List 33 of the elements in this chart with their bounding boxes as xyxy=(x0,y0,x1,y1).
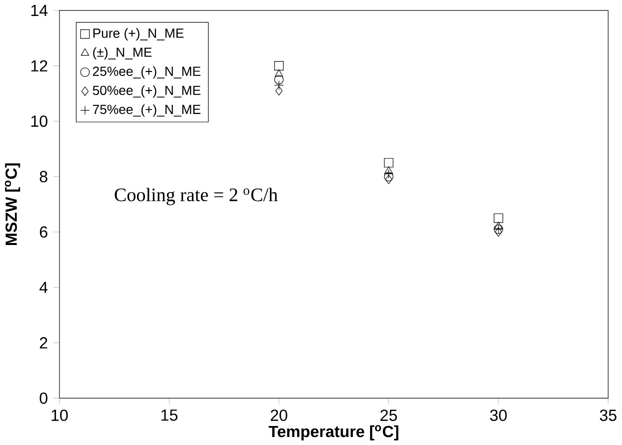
x-axis-title: Temperature [$^{o}$C] xyxy=(268,425,398,440)
point xyxy=(494,227,502,237)
x-tick-label: 20 xyxy=(270,409,288,421)
point xyxy=(494,222,503,229)
point xyxy=(384,172,394,182)
y-tick-label: 12 xyxy=(31,60,48,72)
point xyxy=(274,74,284,84)
legend-label: 50%ee_(+)_N_ME xyxy=(92,85,200,98)
x-tick-label: 25 xyxy=(380,409,397,421)
y-tick-label: 2 xyxy=(40,337,48,348)
y-tick-label: 4 xyxy=(39,282,48,293)
y-tick-label: 0 xyxy=(40,392,48,404)
y-tick-label: 14 xyxy=(31,4,48,16)
point xyxy=(384,158,394,168)
x-tick-label: 10 xyxy=(52,409,68,421)
point xyxy=(274,69,284,76)
x-tick-label: 15 xyxy=(161,409,178,421)
legend-label: (±)_N_ME xyxy=(93,47,152,60)
point xyxy=(385,174,392,184)
point xyxy=(384,166,393,174)
y-tick-label: 8 xyxy=(40,170,48,182)
x-tick-label: 30 xyxy=(490,409,507,421)
point xyxy=(275,86,283,96)
legend-label: Pure (+)_N_ME xyxy=(93,28,184,40)
legend-label: 75%ee_(+)_N_ME xyxy=(92,104,200,117)
legend-label: 25%ee_(+)_N_ME xyxy=(92,66,200,78)
y-axis-title: MSZW [$^{o}$C] xyxy=(4,163,20,245)
point xyxy=(494,213,504,223)
annotation: Cooling rate = 2 $^{o}$C/h xyxy=(114,188,278,206)
x-tick-label: 35 xyxy=(600,409,616,421)
y-tick-label: 10 xyxy=(31,115,48,127)
y-tick-label: 6 xyxy=(40,226,48,238)
point xyxy=(274,60,284,70)
